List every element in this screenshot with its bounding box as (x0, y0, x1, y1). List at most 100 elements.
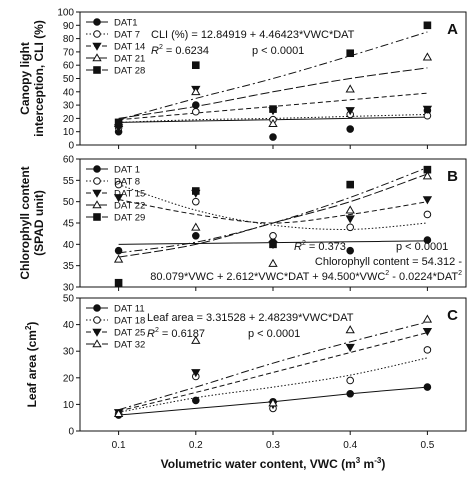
legend-label: DAT 32 (114, 340, 145, 351)
marker-triangle-up-open (191, 335, 201, 344)
r-squared-superscript: 2 (302, 240, 306, 247)
fit-line (118, 199, 428, 224)
legend-label: DAT 7 (114, 30, 140, 41)
marker-triangle-up-open (268, 118, 278, 128)
legend-label: DAT 14 (114, 42, 145, 53)
x-axis-label-text: m (360, 457, 374, 471)
legend-label: DAT 21 (114, 54, 145, 65)
fit-line (118, 357, 428, 413)
legend-label: DAT 22 (114, 201, 145, 212)
y-tick-label: 10 (63, 127, 75, 138)
marker-circle-filled (423, 236, 432, 244)
equation-part: 80.079*VWC + 2.612*VWC*DAT + 94.500*VWC (150, 271, 385, 283)
y-axis-label-line2: interception, CLI (%) (32, 20, 46, 137)
x-axis-label-superscript: -3 (374, 456, 382, 465)
fit-line (118, 332, 428, 412)
y-tick-label: 30 (63, 283, 75, 294)
y-tick-label: 30 (63, 101, 75, 112)
marker-square-filled (192, 61, 200, 70)
x-axis-label-text: ) (381, 457, 385, 471)
equation-superscript: 2 (458, 270, 462, 277)
x-tick-label: 0.3 (266, 440, 280, 451)
marker-circle-filled (192, 101, 200, 109)
marker-circle-open (93, 316, 101, 324)
marker-square-filled (114, 118, 123, 127)
y-tick-label: 100 (57, 8, 74, 19)
marker-triangle-down (422, 196, 433, 205)
equation-part: - 0.0224*DAT (389, 271, 458, 283)
x-axis-label: Volumetric water content, VWC (m3 m-3) (161, 456, 386, 471)
r-squared-value: = 0.6234 (163, 45, 209, 57)
y-tick-label: 50 (63, 197, 75, 208)
fit-line (118, 184, 428, 230)
y-tick-label: 50 (63, 294, 75, 305)
r-squared-value: = 0.373 (306, 241, 346, 253)
y-tick-label: 60 (63, 155, 75, 166)
marker-triangle-up-open (92, 339, 102, 348)
y-tick-label: 45 (63, 219, 75, 230)
marker-circle-open (93, 30, 101, 38)
legend-label: DAT 25 (114, 328, 145, 339)
marker-square-filled (269, 240, 277, 249)
r-squared-text: R2 = 0.6234 (151, 44, 209, 57)
y-axis-label-line2: (SPAD unit) (32, 190, 46, 256)
equation-text: Chlorophyll content = 54.312 - (315, 256, 462, 268)
marker-circle-filled (423, 383, 432, 391)
marker-square-filled (423, 21, 432, 30)
marker-circle-filled (346, 125, 355, 133)
fit-line (118, 321, 428, 411)
marker-triangle-down (92, 189, 102, 198)
marker-triangle-up-open (345, 205, 355, 214)
marker-triangle-up-open (422, 171, 433, 180)
legend-label: DAT 29 (114, 213, 145, 224)
marker-circle-open (93, 177, 101, 185)
y-tick-label: 10 (63, 400, 75, 411)
marker-circle-filled (93, 165, 101, 173)
marker-circle-open (346, 376, 355, 385)
legend-label: DAT1 (114, 18, 138, 29)
equation-superscript: 2 (385, 270, 389, 277)
marker-triangle-up-open (422, 314, 433, 323)
y-axis-label-superscript: 2 (24, 325, 33, 330)
marker-square-filled (346, 180, 354, 189)
marker-triangle-up-open (92, 53, 102, 62)
x-tick-label: 0.1 (112, 440, 126, 451)
marker-triangle-down (191, 369, 201, 378)
y-axis-label-line1: Canopy light (18, 42, 32, 115)
marker-triangle-up-open (422, 52, 433, 61)
marker-triangle-down (422, 105, 433, 114)
marker-triangle-down (92, 328, 102, 337)
marker-circle-filled (93, 304, 101, 312)
r-squared-text: R2 = 0.6187 (147, 327, 205, 340)
y-tick-label: 40 (63, 320, 75, 331)
marker-square-filled (192, 187, 200, 195)
marker-triangle-up-open (191, 222, 201, 231)
fit-line (118, 31, 428, 121)
p-value-text: p < 0.0001 (248, 328, 300, 340)
y-tick-label: 35 (63, 261, 75, 272)
y-tick-label: 60 (63, 61, 75, 72)
y-tick-label: 40 (63, 87, 75, 98)
marker-triangle-up-open (268, 258, 278, 267)
marker-triangle-up-open (345, 325, 355, 334)
chart-panel-b: 30 35 40 45 50 55 60 Chlorophyll content (SPAD u… (18, 155, 467, 294)
y-tick-label: 70 (63, 47, 75, 58)
marker-circle-open (423, 210, 432, 219)
r-squared-symbol: R (294, 241, 302, 253)
fit-line (118, 67, 428, 119)
r-squared-value: = 0.6187 (159, 328, 205, 340)
legend-label: DAT 28 (114, 66, 145, 77)
marker-triangle-up-open (345, 84, 355, 93)
fit-line (118, 173, 428, 258)
y-axis-label-text: Leaf area (cm (25, 330, 39, 407)
x-tick-label: 0.5 (420, 440, 434, 451)
chart-panel-a: 0 10 20 30 40 50 60 70 80 90 100 Canopy light interc… (18, 8, 467, 152)
y-tick-label: 90 (63, 21, 75, 32)
marker-triangle-up-open (92, 200, 102, 209)
panel-letter: A (447, 21, 458, 38)
marker-square-filled (93, 213, 101, 221)
r-squared-symbol: R (147, 328, 155, 340)
equation-text-line2: 80.079*VWC + 2.612*VWC*DAT + 94.500*VWC2… (150, 270, 462, 283)
panel-letter: B (447, 168, 458, 185)
equation-text: Leaf area = 3.31528 + 2.48239*VWC*DAT (147, 312, 354, 324)
